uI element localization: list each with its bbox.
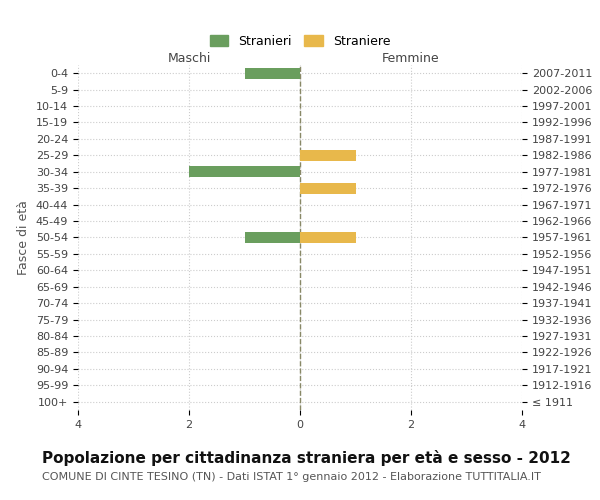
Legend: Stranieri, Straniere: Stranieri, Straniere <box>205 30 395 53</box>
Bar <box>189 166 300 177</box>
Bar <box>300 183 355 194</box>
Bar <box>300 232 355 243</box>
Text: Popolazione per cittadinanza straniera per età e sesso - 2012: Popolazione per cittadinanza straniera p… <box>42 450 571 466</box>
Y-axis label: Fasce di età: Fasce di età <box>17 200 31 275</box>
Bar <box>245 232 300 243</box>
Bar <box>300 150 355 160</box>
Y-axis label: Anni di nascita: Anni di nascita <box>598 191 600 284</box>
Text: Maschi: Maschi <box>167 52 211 65</box>
Text: Femmine: Femmine <box>382 52 440 65</box>
Bar <box>245 68 300 78</box>
Text: COMUNE DI CINTE TESINO (TN) - Dati ISTAT 1° gennaio 2012 - Elaborazione TUTTITAL: COMUNE DI CINTE TESINO (TN) - Dati ISTAT… <box>42 472 541 482</box>
